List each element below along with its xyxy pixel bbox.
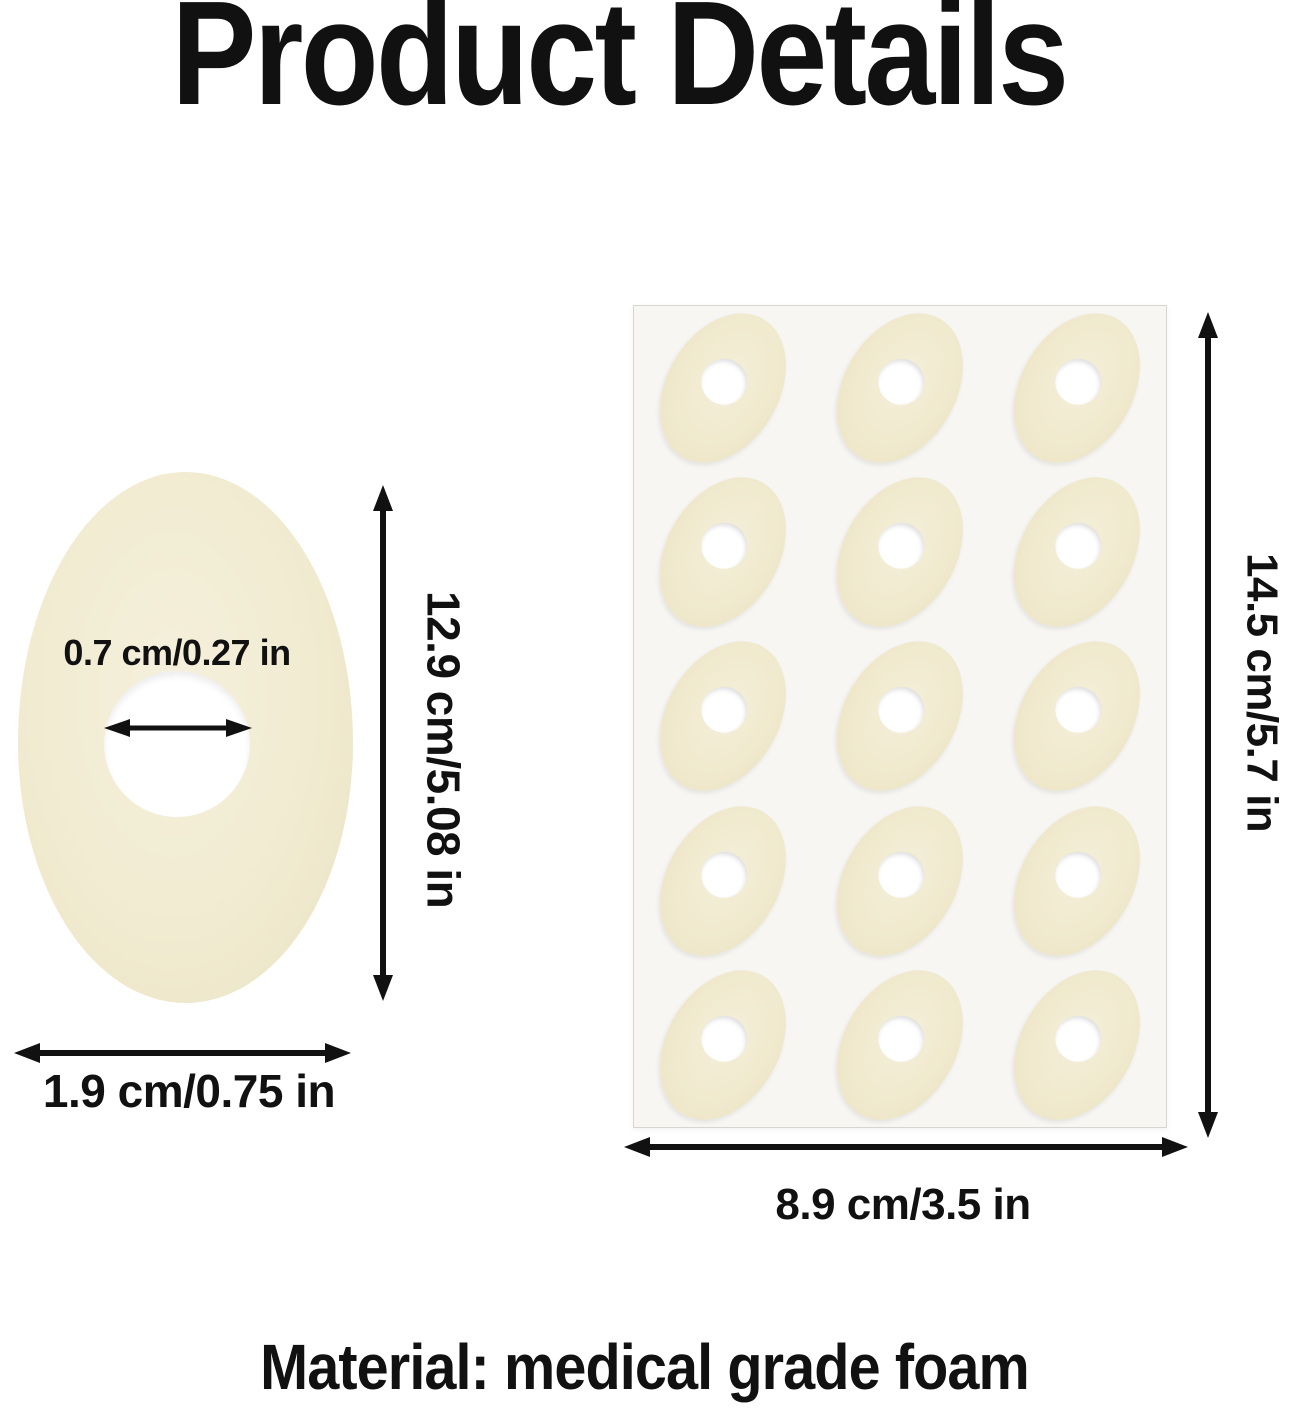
- pad-hole: [1047, 1006, 1110, 1070]
- sheet-pad: [811, 947, 989, 1143]
- material-note: Material: medical grade foam: [260, 1331, 1030, 1403]
- pad-hole: [692, 350, 756, 413]
- pad-hole: [692, 1006, 756, 1070]
- sheet-pad: [811, 783, 989, 978]
- single-pad-height-label: 12.9 cm/5.08 in: [417, 591, 470, 909]
- single-pad-hole: [104, 671, 250, 817]
- sheet-pad: [811, 619, 989, 814]
- pad-hole: [1047, 350, 1110, 413]
- page-title: Product Details: [171, 0, 1069, 136]
- sheet-pad: [634, 290, 812, 486]
- pad-hole: [692, 678, 756, 742]
- sheet-pad: [811, 454, 989, 650]
- pad-hole: [869, 678, 933, 742]
- pad-hole: [1047, 678, 1110, 742]
- sheet-pad: [634, 454, 812, 650]
- sheet-pad: [634, 619, 812, 814]
- sheet-pad: [811, 290, 989, 486]
- single-pad-width-arrow: [14, 1043, 351, 1063]
- sheet-width-label: 8.9 cm/3.5 in: [775, 1180, 1031, 1229]
- pad-hole: [1047, 514, 1110, 578]
- sheet-pad: [988, 454, 1166, 650]
- pad-hole: [692, 514, 756, 578]
- sheet-width-arrow: [624, 1137, 1188, 1157]
- hole-diameter-arrow: [104, 719, 252, 737]
- pad-hole: [869, 842, 933, 906]
- pad-sheet: [633, 290, 1167, 1143]
- hole-diameter-label: 0.7 cm/0.27 in: [63, 632, 291, 673]
- sheet-pad: [634, 783, 812, 978]
- sheet-pad: [988, 947, 1166, 1143]
- pad-hole: [869, 514, 933, 578]
- sheet-pad: [988, 290, 1166, 486]
- single-pad-height-arrow: [373, 485, 393, 1001]
- sheet-height-arrow: [1198, 312, 1218, 1138]
- pad-hole: [1047, 842, 1110, 906]
- single-pad-width-label: 1.9 cm/0.75 in: [42, 1065, 336, 1117]
- pad-hole: [869, 350, 933, 413]
- pad-hole: [692, 842, 756, 906]
- sheet-height-label: 14.5 cm/5.7 in: [1237, 553, 1287, 833]
- sheet-pad: [634, 947, 812, 1143]
- pad-hole: [869, 1006, 933, 1070]
- sheet-pad: [988, 619, 1166, 814]
- sheet-pad: [988, 783, 1166, 978]
